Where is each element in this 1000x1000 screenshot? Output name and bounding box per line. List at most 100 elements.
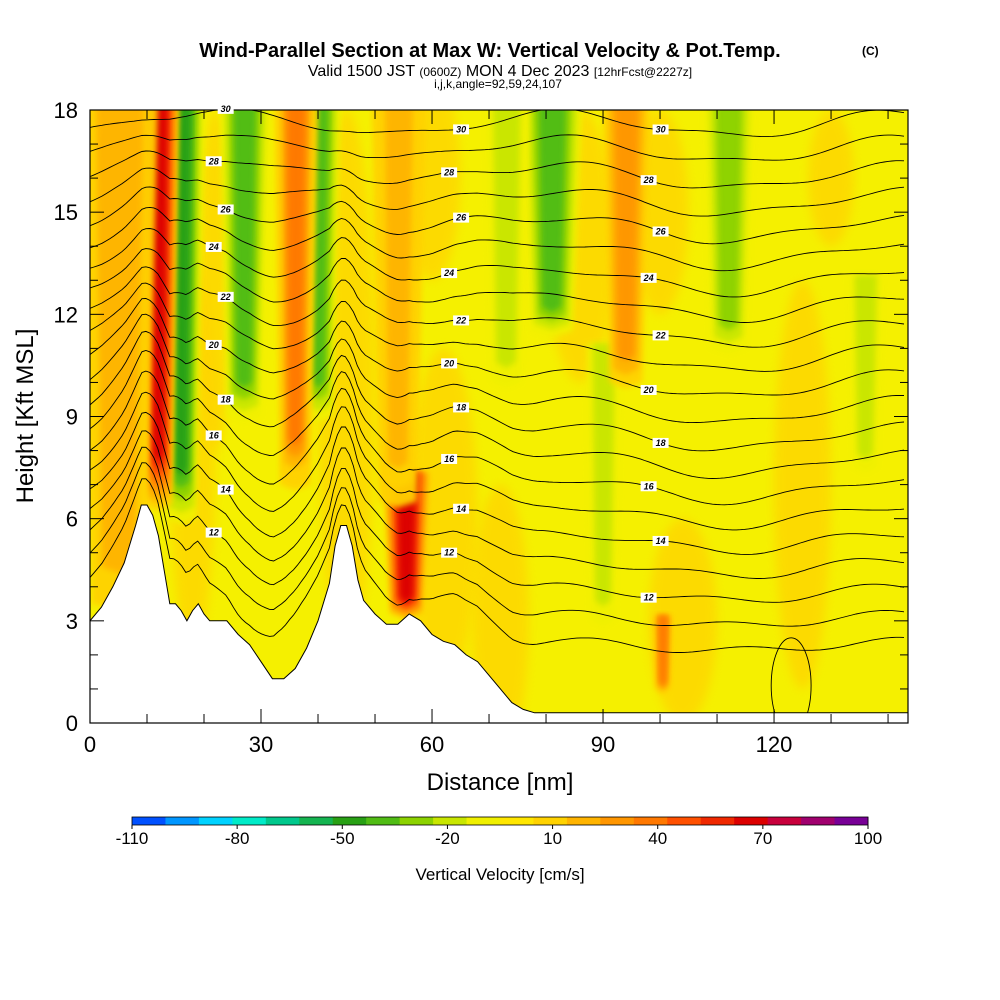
y-tick-label: 9 bbox=[66, 405, 78, 430]
contour-label: 16 bbox=[209, 430, 220, 440]
theta-contour bbox=[90, 298, 905, 396]
theta-contour bbox=[90, 370, 905, 506]
contour-label: 30 bbox=[221, 104, 231, 114]
contour-label-bg bbox=[205, 241, 222, 252]
downdraft-plume bbox=[715, 110, 743, 331]
theta-contour bbox=[90, 478, 905, 653]
colorbar-swatch bbox=[466, 817, 501, 825]
contour-label-bg bbox=[652, 437, 669, 448]
x-tick-label: 60 bbox=[420, 732, 444, 757]
contour-label-bg bbox=[217, 204, 234, 215]
contour-label: 22 bbox=[655, 330, 666, 340]
colorbar-swatch bbox=[533, 817, 568, 825]
weak-updraft-area bbox=[774, 280, 832, 689]
downdraft-plume bbox=[233, 110, 256, 388]
contour-label: 22 bbox=[455, 315, 466, 325]
contour-label: 18 bbox=[456, 402, 466, 412]
colorbar-swatch bbox=[767, 817, 802, 825]
y-axis-label: Height [Kft MSL] bbox=[12, 329, 39, 504]
x-tick-label: 120 bbox=[756, 732, 793, 757]
contour-label-bg bbox=[441, 547, 458, 558]
x-tick-label: 0 bbox=[84, 732, 96, 757]
contour-label: 16 bbox=[644, 481, 655, 491]
colorbar-swatch bbox=[332, 817, 367, 825]
valid-utc: (0600Z) bbox=[419, 65, 461, 79]
colorbar-swatch bbox=[667, 817, 702, 825]
y-tick-label: 0 bbox=[66, 711, 78, 736]
colorbar-tick-label: -50 bbox=[330, 829, 355, 848]
downdraft-plume bbox=[493, 110, 521, 368]
plot-area bbox=[90, 110, 908, 723]
valid-time: Valid 1500 JST (0600Z) MON 4 Dec 2023 [1… bbox=[308, 63, 692, 80]
theta-contour bbox=[90, 462, 905, 627]
contour-label-bg bbox=[205, 430, 222, 441]
contour-label-bg bbox=[217, 484, 234, 495]
contour-label: 24 bbox=[443, 268, 454, 278]
x-axis-label: Distance [nm] bbox=[427, 769, 574, 796]
contour-label-bg bbox=[441, 268, 458, 279]
colorbar-swatch bbox=[566, 817, 601, 825]
y-tick-label: 15 bbox=[54, 200, 78, 225]
contour-label: 26 bbox=[220, 204, 232, 214]
colorbar-swatch bbox=[232, 817, 267, 825]
theta-contour bbox=[90, 206, 905, 272]
colorbar-tick-label: -20 bbox=[435, 829, 460, 848]
contour-label: 14 bbox=[221, 485, 231, 495]
contour-label-bg bbox=[205, 527, 222, 538]
colorbar-swatch bbox=[734, 817, 769, 825]
contour-label-bg bbox=[640, 272, 657, 283]
theta-contour bbox=[90, 134, 905, 161]
colorbar-swatch bbox=[299, 817, 334, 825]
contour-label-bg bbox=[640, 592, 657, 603]
downdraft-plume bbox=[538, 110, 566, 313]
updraft-plume bbox=[152, 110, 167, 461]
downdraft-plume bbox=[173, 110, 192, 476]
contour-label-bg bbox=[441, 453, 458, 464]
colorbar-swatch bbox=[433, 817, 468, 825]
x-tick-label: 90 bbox=[591, 732, 615, 757]
contour-label-bg bbox=[652, 330, 669, 341]
contour-label: 18 bbox=[221, 395, 231, 405]
updraft-plume bbox=[96, 110, 144, 573]
contour-label-bg bbox=[205, 156, 222, 167]
colorbar-tick-label: 40 bbox=[648, 829, 667, 848]
colorbar-swatch bbox=[399, 817, 434, 825]
contour-label-bg bbox=[453, 503, 470, 514]
colorbar-tick-label: 100 bbox=[854, 829, 882, 848]
contour-label: 18 bbox=[656, 438, 666, 448]
theta-contour bbox=[90, 228, 905, 298]
colorbar: -110 -80 -50 -20 10 40 70 100 bbox=[116, 816, 882, 848]
colorbar-swatch bbox=[633, 817, 668, 825]
contour-label: 28 bbox=[443, 167, 454, 177]
valid-date: MON 4 Dec 2023 bbox=[466, 63, 590, 80]
contour-label: 12 bbox=[209, 528, 219, 538]
contour-label-bg bbox=[640, 175, 657, 186]
contour-label: 24 bbox=[208, 242, 219, 252]
contour-label: 28 bbox=[208, 156, 219, 166]
colorbar-swatch bbox=[801, 817, 836, 825]
theta-contour-closed bbox=[770, 637, 812, 723]
contour-label: 12 bbox=[444, 548, 454, 558]
colorbar-swatch bbox=[165, 817, 200, 825]
y-tick-label: 3 bbox=[66, 609, 78, 634]
contour-label: 20 bbox=[208, 340, 219, 350]
contour-label-bg bbox=[652, 124, 669, 135]
downdraft-plume bbox=[592, 343, 615, 607]
contour-label-bg bbox=[640, 384, 657, 395]
contour-label: 24 bbox=[643, 273, 654, 283]
chart-title: Wind-Parallel Section at Max W: Vertical… bbox=[199, 40, 780, 62]
colorbar-swatch bbox=[500, 817, 534, 825]
theta-contour bbox=[90, 110, 905, 138]
theta-contour bbox=[90, 150, 905, 189]
contour-label: 22 bbox=[220, 292, 231, 302]
colorbar-swatch bbox=[265, 817, 300, 825]
contour-label: 16 bbox=[444, 454, 455, 464]
contour-label-bg bbox=[453, 402, 470, 413]
valid-prefix: Valid 1500 JST bbox=[308, 63, 416, 80]
updraft-plume bbox=[385, 110, 413, 469]
contour-label-bg bbox=[453, 212, 470, 223]
colorbar-swatch bbox=[366, 817, 401, 825]
updraft-plume bbox=[614, 110, 639, 362]
contour-label: 12 bbox=[644, 593, 654, 603]
